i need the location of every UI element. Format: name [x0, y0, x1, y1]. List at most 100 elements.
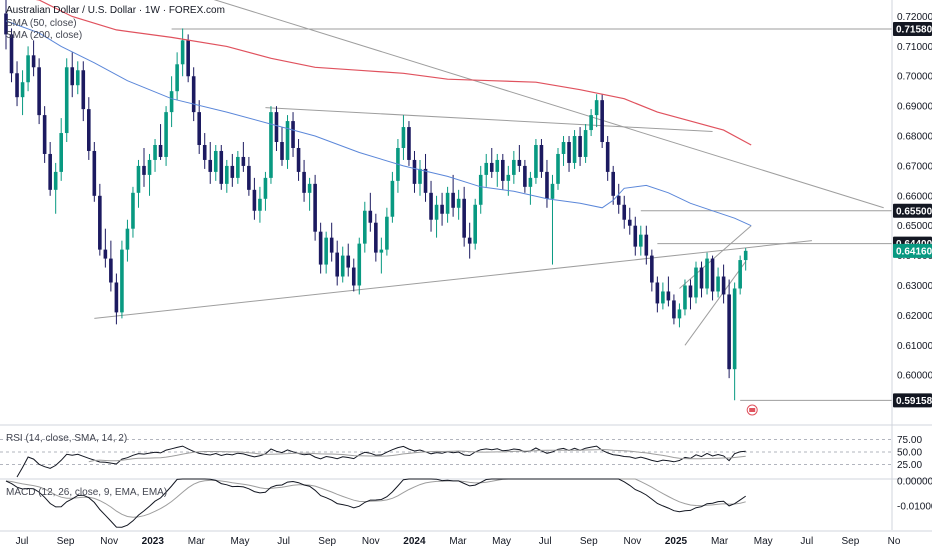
candle-body	[672, 300, 676, 319]
rsi-tick-label: 50.00	[897, 448, 922, 459]
candle-body	[467, 237, 472, 244]
candle	[202, 133, 207, 169]
candle	[92, 142, 97, 202]
candle	[721, 264, 726, 304]
candle	[363, 201, 367, 253]
price-tick-label: 0.69000	[897, 102, 932, 113]
candle-body	[269, 112, 273, 178]
candle-body	[125, 228, 130, 250]
candle-body	[87, 109, 91, 151]
candle-body	[258, 198, 262, 211]
candle	[578, 127, 582, 166]
candle	[539, 139, 544, 178]
candle-body	[37, 67, 41, 116]
candle-body	[633, 225, 638, 247]
candle	[225, 159, 229, 193]
sma50-legend[interactable]: SMA (50, close)	[6, 18, 77, 29]
candle-body	[53, 171, 58, 190]
candle-body	[202, 144, 207, 160]
candle	[70, 52, 75, 98]
time-tick-label: Mar	[449, 536, 467, 547]
candle	[412, 150, 417, 193]
time-tick-label: No	[888, 536, 901, 547]
candle-body	[363, 210, 367, 244]
candle	[484, 153, 489, 187]
price-tick-label: 0.62000	[897, 311, 932, 322]
candle-body	[644, 234, 649, 256]
candle	[605, 136, 610, 181]
candle	[694, 261, 698, 304]
candle-body	[357, 243, 362, 286]
candle	[710, 255, 715, 301]
moving-averages	[5, 0, 752, 227]
macd-line	[5, 478, 746, 528]
candle-body	[197, 112, 201, 145]
candle	[180, 28, 185, 77]
candle	[699, 261, 704, 298]
candle	[727, 279, 731, 379]
candle	[650, 249, 654, 292]
candle	[274, 106, 279, 151]
candle	[639, 225, 643, 256]
candle	[125, 219, 130, 262]
sma200-legend[interactable]: SMA (200, close)	[6, 30, 83, 41]
candle-body	[191, 76, 196, 113]
candle-body	[550, 183, 555, 199]
candle	[705, 252, 709, 295]
candle	[191, 67, 196, 122]
candle	[26, 46, 30, 92]
candle-body	[219, 150, 224, 184]
candle	[738, 255, 742, 295]
candle	[627, 207, 632, 235]
candle-body	[26, 55, 30, 83]
candle	[523, 159, 527, 193]
price-tag-label: 0.59158	[896, 396, 932, 407]
macd-legend[interactable]: MACD (12, 26, close, 9, EMA, EMA)	[6, 487, 168, 498]
candle	[324, 231, 328, 274]
candle-body	[506, 174, 511, 181]
candle	[517, 144, 522, 172]
candle-body	[15, 73, 19, 98]
time-tick-label: May	[754, 536, 773, 547]
macd-signal-line	[5, 478, 746, 518]
candle	[247, 156, 251, 196]
candle	[302, 159, 306, 202]
candle-body	[622, 204, 627, 220]
candle-body	[131, 192, 135, 229]
candle-body	[335, 252, 339, 277]
candle	[75, 61, 80, 95]
candle-body	[473, 204, 477, 244]
candle-body	[539, 144, 544, 172]
trendline	[679, 225, 752, 289]
price-tick-label: 0.63000	[897, 281, 932, 292]
candle	[20, 70, 25, 116]
candle	[672, 294, 676, 325]
candle-body	[368, 210, 373, 223]
price-tag: 0.71580	[893, 22, 932, 37]
candle-body	[164, 112, 168, 157]
candle-body	[390, 180, 395, 217]
price-tick-label: 0.72000	[897, 12, 932, 23]
candle	[263, 171, 268, 211]
candle	[252, 177, 257, 220]
time-tick-label: Sep	[842, 536, 860, 547]
candle	[445, 186, 450, 223]
candle-body	[677, 309, 682, 319]
trendline	[213, 0, 884, 209]
time-tick-label: Nov	[362, 536, 380, 547]
candle	[545, 159, 549, 208]
candle	[379, 237, 384, 274]
time-tick-label: Nov	[100, 536, 118, 547]
candle-body	[208, 159, 213, 172]
candle-body	[611, 171, 615, 196]
time-tick-label: Mar	[711, 536, 729, 547]
price-tick-label: 0.66000	[897, 191, 932, 202]
rsi-legend[interactable]: RSI (14, close, SMA, 14, 2)	[6, 433, 128, 444]
candle	[572, 130, 577, 169]
candle-body	[523, 165, 527, 187]
candle-body	[103, 249, 108, 259]
candle-body	[81, 70, 86, 110]
candle-body	[75, 70, 80, 86]
